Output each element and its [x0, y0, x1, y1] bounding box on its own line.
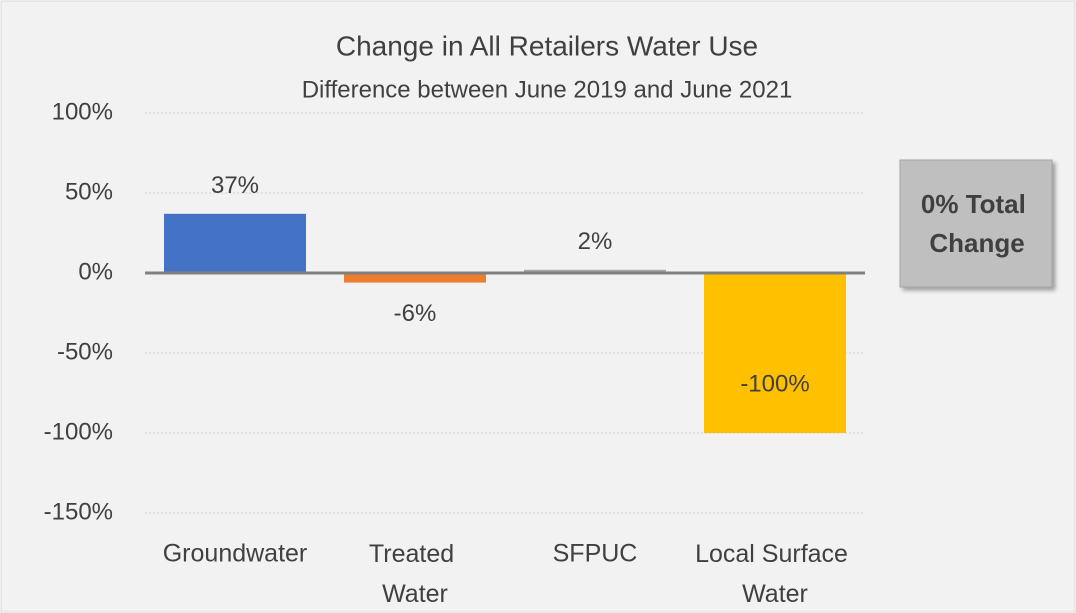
chart-subtitle: Difference between June 2019 and June 20… — [302, 76, 793, 103]
bar — [344, 273, 486, 283]
data-label: 2% — [578, 228, 613, 255]
y-tick-label: -150% — [44, 498, 113, 525]
x-tick-label: Local Surface Water — [695, 540, 855, 608]
y-tick-label: 50% — [65, 178, 113, 205]
x-tick-label: Treated Water — [369, 540, 461, 608]
data-label: 37% — [211, 172, 259, 199]
annotation-box — [899, 159, 1053, 288]
y-tick-label: -50% — [57, 338, 113, 365]
annotation: 0% Total Change — [921, 189, 1033, 258]
bar — [704, 273, 846, 433]
chart-title: Change in All Retailers Water Use — [336, 30, 758, 61]
x-tick-label: Groundwater — [163, 540, 308, 568]
x-tick-label: SFPUC — [553, 540, 638, 568]
y-tick-label: 0% — [78, 258, 113, 285]
data-label: -100% — [740, 370, 809, 397]
bar — [524, 269, 666, 273]
y-tick-label: 100% — [52, 98, 113, 125]
y-tick-label: -100% — [44, 418, 113, 445]
data-label: -6% — [394, 300, 437, 327]
bar — [164, 213, 306, 273]
